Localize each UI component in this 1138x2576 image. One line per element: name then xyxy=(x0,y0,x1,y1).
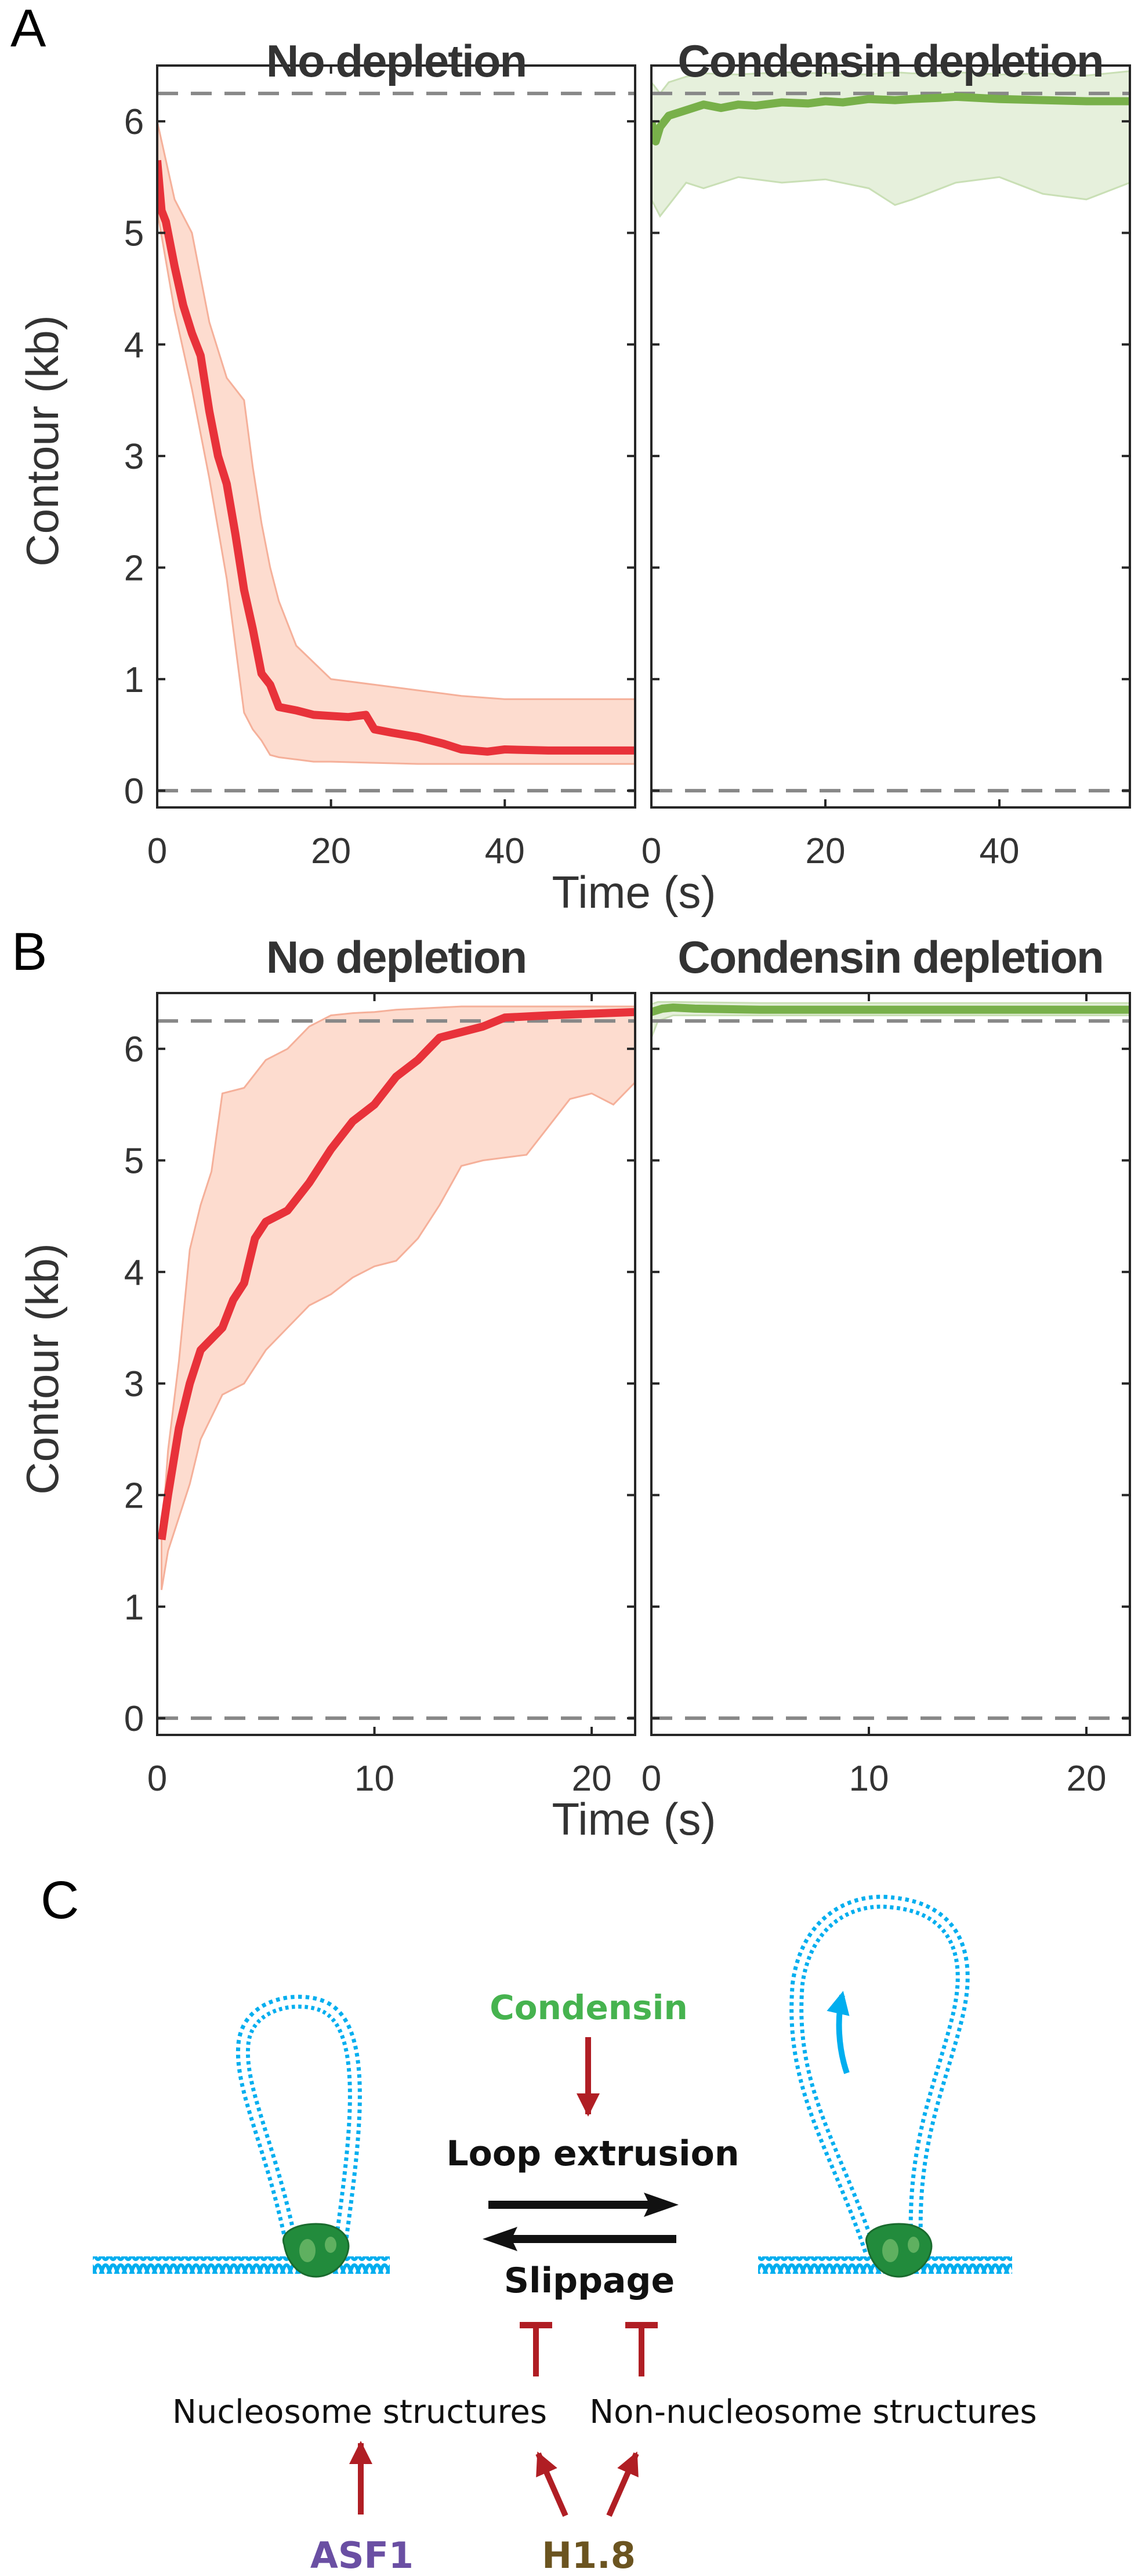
x-tick-label: 20 xyxy=(806,831,846,871)
axis-frame xyxy=(650,64,1131,809)
y-tick-label: 5 xyxy=(124,213,144,253)
h18-label: H1.8 xyxy=(542,2534,636,2576)
reverse-arrow-icon xyxy=(483,2227,676,2251)
plot-title: No depletion xyxy=(266,35,526,86)
y-tick-label: 3 xyxy=(124,437,144,477)
axis-frame xyxy=(156,992,636,1736)
y-tick-label: 2 xyxy=(124,1476,144,1516)
x-tick-label: 40 xyxy=(485,831,525,871)
condensin-protein-icon xyxy=(865,2223,933,2278)
dna-loop-large xyxy=(758,1894,1012,2278)
mean-line xyxy=(651,92,1130,146)
spread-band xyxy=(161,1005,635,1590)
y-tick-label: 0 xyxy=(124,771,144,811)
x-axis-label-a: Time (s) xyxy=(552,867,716,918)
y-tick-label: 2 xyxy=(124,548,144,588)
condensin-protein-icon xyxy=(282,2223,350,2278)
x-tick-label: 0 xyxy=(147,1759,167,1799)
y-tick-label: 4 xyxy=(124,325,144,365)
x-tick-label: 20 xyxy=(1067,1759,1107,1799)
x-tick-label: 20 xyxy=(572,1759,612,1799)
condensin-label: Condensin xyxy=(490,1988,688,2027)
forward-arrow-icon xyxy=(488,2193,679,2217)
spread-band xyxy=(157,121,635,765)
x-tick-label: 10 xyxy=(849,1759,889,1799)
x-tick-label: 0 xyxy=(642,1759,661,1799)
plot-b-no-depletion: 0 1 2 3 4 5 6 0 10 20 No depletion xyxy=(124,932,636,1799)
plot-area xyxy=(651,1001,1130,1720)
x-axis-label-b: Time (s) xyxy=(552,1794,716,1845)
extrusion-direction-arrow-icon xyxy=(827,1991,850,2074)
plot-area xyxy=(157,1005,635,1720)
mean-line xyxy=(157,1008,635,1541)
panel-label-c: C xyxy=(41,1871,79,1930)
y-tick-label: 6 xyxy=(124,1030,144,1070)
mean-line xyxy=(651,1003,1130,1016)
x-tick-label: 10 xyxy=(354,1759,394,1799)
plot-title: Condensin depletion xyxy=(677,932,1103,983)
y-axis-label-a: Contour (kb) xyxy=(17,315,68,567)
axis-frame xyxy=(650,992,1131,1736)
x-tick-label: 0 xyxy=(147,831,167,871)
y-tick-label: 3 xyxy=(124,1364,144,1404)
y-tick-label: 1 xyxy=(124,1588,144,1628)
plot-a-no-depletion: 0 1 2 3 4 5 6 0 20 40 No depletion xyxy=(124,35,636,871)
loop-extrusion-label: Loop extrusion xyxy=(446,2133,739,2174)
x-tick-label: 20 xyxy=(311,831,351,871)
panel-label-b: B xyxy=(12,922,47,981)
plot-area xyxy=(651,70,1130,793)
non-nucleosome-structures-label: Non-nucleosome structures xyxy=(589,2393,1036,2431)
mean-line xyxy=(157,160,635,756)
h18-nucleosome-arrow-icon xyxy=(535,2451,568,2517)
axis-frame xyxy=(156,64,636,809)
plot-title: No depletion xyxy=(266,932,526,983)
x-tick-label: 40 xyxy=(980,831,1020,871)
y-tick-label: 5 xyxy=(124,1141,144,1181)
plot-area xyxy=(157,92,635,793)
slippage-label: Slippage xyxy=(504,2260,675,2301)
y-axis-label-b: Contour (kb) xyxy=(17,1243,68,1495)
plot-title: Condensin depletion xyxy=(677,35,1103,86)
inhibit-bar-nucleosome-icon xyxy=(520,2322,552,2376)
inhibit-bar-non-nucleosome-icon xyxy=(625,2322,658,2376)
y-tick-label: 0 xyxy=(124,1699,144,1739)
asf1-label: ASF1 xyxy=(310,2534,414,2576)
plot-a-condensin-depletion: 0 20 40 Condensin depletion xyxy=(642,35,1131,871)
y-tick-label: 1 xyxy=(124,660,144,700)
nucleosome-structures-label: Nucleosome structures xyxy=(172,2393,547,2431)
panel-label-a: A xyxy=(10,0,46,58)
h18-non-nucleosome-arrow-icon xyxy=(606,2451,639,2517)
y-tick-label: 4 xyxy=(124,1253,144,1293)
x-tick-label: 0 xyxy=(642,831,661,871)
y-tick-label: 6 xyxy=(124,102,144,142)
dna-loop-small xyxy=(93,1994,390,2278)
plot-b-condensin-depletion: 0 10 20 Condensin depletion xyxy=(642,932,1131,1799)
